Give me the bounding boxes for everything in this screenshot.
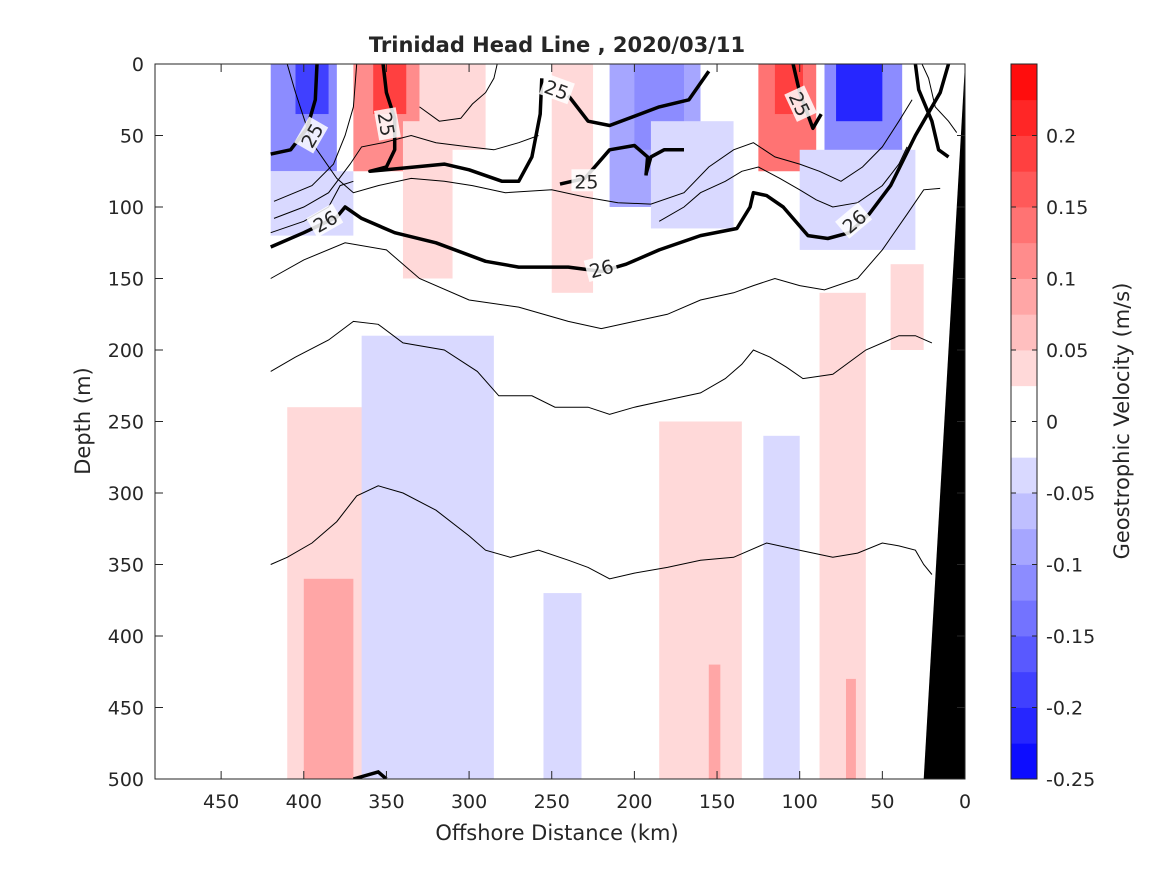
contour-label: 25 — [574, 171, 598, 193]
isopycnal-26-line — [270, 64, 951, 274]
thin-isopycnal-line — [273, 64, 358, 202]
colorbar-segment — [1011, 671, 1037, 708]
thin-isopycnal-line — [270, 187, 941, 330]
colorbar-segment — [1011, 64, 1037, 101]
velocity-cell — [836, 64, 883, 122]
colorbar-segment — [1011, 600, 1037, 637]
colorbar-segment — [1011, 421, 1037, 458]
contour-label-background — [306, 203, 344, 238]
colorbar-tick-label: 0.05 — [1046, 340, 1088, 362]
y-tick-label: 150 — [108, 269, 144, 291]
chart-title: Trinidad Head Line , 2020/03/11 — [369, 33, 745, 57]
velocity-cell — [543, 593, 582, 779]
y-tick-label: 300 — [108, 483, 144, 505]
colorbar-tick-label: -0.25 — [1046, 769, 1095, 791]
isopycnal-25-line — [566, 70, 711, 128]
contour-label-background — [784, 85, 817, 122]
colorbar-segment — [1011, 135, 1037, 172]
colorbar-segment — [1011, 385, 1037, 422]
seafloor-shelf — [923, 64, 965, 779]
velocity-cell — [303, 578, 354, 779]
thin-isopycnal-line — [273, 134, 539, 219]
colorbar-segment — [1011, 457, 1037, 494]
y-tick-label: 350 — [108, 555, 144, 577]
thin-isopycnal-line — [921, 64, 958, 133]
velocity-cell — [845, 678, 856, 779]
isopycnal-25-line — [913, 64, 950, 159]
colorbar-segment — [1011, 528, 1037, 565]
velocity-cell — [659, 421, 742, 779]
thin-isopycnal-line — [270, 485, 933, 580]
velocity-cell — [361, 335, 494, 779]
x-tick-label: 300 — [451, 791, 487, 813]
velocity-cell — [708, 664, 721, 779]
contour-label-background — [294, 116, 329, 154]
x-axis: 450 400 350 300 250 200 150 100 50 0 — [203, 64, 971, 813]
colorbar-tick-label: 0 — [1046, 412, 1058, 434]
colorbar: 0.2 0.15 0.1 0.05 0 -0.05 -0.1 -0.15 -0.2 -0.25 — [1010, 63, 1095, 791]
colorbar-tick-label: -0.15 — [1046, 626, 1095, 648]
x-tick-label: 350 — [368, 791, 404, 813]
colorbar-tick-label: -0.05 — [1046, 483, 1095, 505]
y-tick-label: 200 — [108, 340, 144, 362]
contour-label: 25 — [373, 110, 399, 138]
x-tick-label: 150 — [699, 791, 735, 813]
colorbar-segment — [1011, 207, 1037, 244]
y-tick-label: 0 — [132, 54, 144, 76]
x-tick-label: 200 — [616, 791, 652, 813]
thin-isopycnal-line — [286, 64, 913, 205]
y-tick-label: 500 — [108, 769, 144, 791]
y-tick-label: 450 — [108, 698, 144, 720]
thin-isopycnal-line — [270, 320, 933, 415]
contour-label-background — [539, 73, 575, 105]
y-tick-label: 100 — [108, 197, 144, 219]
velocity-cell — [650, 121, 734, 229]
bathymetry — [923, 64, 965, 779]
velocity-field — [270, 64, 924, 779]
x-tick-label: 250 — [534, 791, 570, 813]
colorbar-tick-label: -0.1 — [1046, 555, 1083, 577]
contour-label-background — [571, 169, 602, 192]
colorbar-segment — [1011, 564, 1037, 601]
velocity-cell — [819, 292, 866, 779]
colorbar-tick-label: 0.2 — [1046, 126, 1076, 148]
colorbar-segment — [1011, 278, 1037, 315]
colorbar-segment — [1011, 314, 1037, 351]
colorbar-tick-label: 0.1 — [1046, 269, 1076, 291]
colorbar-segment — [1011, 99, 1037, 136]
y-tick-label: 50 — [120, 126, 144, 148]
x-tick-label: 100 — [782, 791, 818, 813]
y-tick-label: 250 — [108, 412, 144, 434]
colorbar-label: Geostrophic Velocity (m/s) — [1110, 283, 1134, 560]
velocity-cell — [799, 149, 916, 250]
thin-isopycnal-line — [658, 146, 908, 222]
contour-label-background — [373, 107, 401, 141]
colorbar-segment — [1011, 350, 1037, 387]
bottom-contour-fragment — [352, 769, 388, 779]
colorbar-segment — [1011, 743, 1037, 780]
velocity-cell — [419, 64, 486, 150]
contour-label-background — [835, 202, 873, 239]
y-axis-label: Depth (m) — [71, 367, 95, 474]
colorbar-segment — [1011, 171, 1037, 208]
velocity-cell — [763, 435, 800, 779]
colorbar-segment — [1011, 707, 1037, 744]
x-tick-label: 0 — [959, 791, 971, 813]
y-axis: 0 50 100 150 200 250 300 350 400 450 500 — [108, 54, 965, 791]
colorbar-segment — [1011, 493, 1037, 530]
colorbar-tick-label: -0.2 — [1046, 698, 1083, 720]
x-tick-label: 450 — [203, 791, 239, 813]
y-tick-label: 400 — [108, 626, 144, 648]
colorbar-segment — [1011, 636, 1037, 673]
colorbar-segment — [1011, 242, 1037, 279]
x-axis-label: Offshore Distance (km) — [435, 821, 678, 845]
x-tick-label: 50 — [870, 791, 894, 813]
contour-label-background — [583, 253, 619, 283]
colorbar-tick-label: 0.15 — [1046, 197, 1088, 219]
thin-isopycnal-line — [419, 64, 498, 122]
x-tick-label: 400 — [286, 791, 322, 813]
